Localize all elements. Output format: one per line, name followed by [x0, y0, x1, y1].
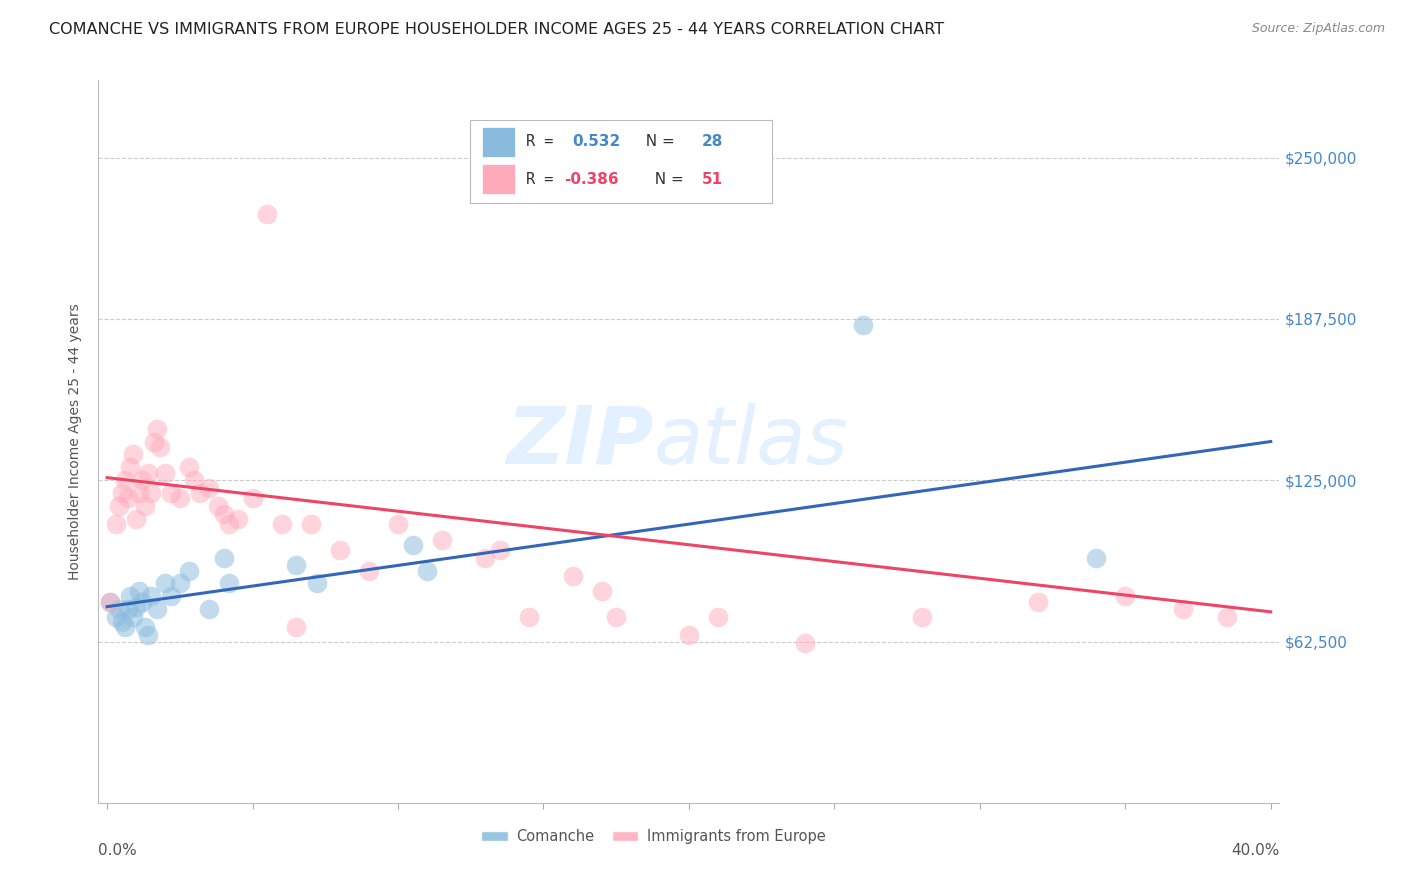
Point: [122, 610, 145, 624]
Point: [136, 466, 159, 480]
Point: [212, 507, 235, 521]
Point: [131, 473, 153, 487]
Text: atlas: atlas: [654, 402, 848, 481]
Point: [299, 517, 322, 532]
Point: [128, 584, 150, 599]
Point: [678, 628, 700, 642]
Point: [148, 440, 170, 454]
Point: [145, 422, 167, 436]
Text: -0.386: -0.386: [564, 172, 619, 186]
Point: [114, 473, 136, 487]
Text: ZIP: ZIP: [506, 402, 654, 481]
Point: [125, 599, 148, 614]
Point: [401, 538, 423, 552]
Point: [605, 610, 627, 624]
Text: N =: N =: [636, 134, 679, 149]
Point: [177, 564, 200, 578]
Point: [1216, 610, 1239, 624]
Point: [242, 491, 264, 506]
Point: [120, 460, 142, 475]
Point: [489, 542, 512, 557]
Point: [183, 473, 205, 487]
Point: [134, 620, 156, 634]
Point: [285, 558, 308, 573]
FancyBboxPatch shape: [471, 120, 772, 203]
Point: [155, 466, 177, 480]
Point: [107, 499, 129, 513]
Text: 28: 28: [702, 134, 723, 149]
Point: [188, 486, 211, 500]
Text: 51: 51: [702, 172, 723, 186]
Point: [474, 550, 496, 565]
Point: [111, 615, 134, 630]
Point: [911, 610, 934, 624]
Point: [134, 499, 156, 513]
Point: [111, 486, 134, 500]
Point: [226, 512, 249, 526]
Point: [145, 602, 167, 616]
Point: [1026, 594, 1049, 608]
Legend: Comanche, Immigrants from Europe: Comanche, Immigrants from Europe: [475, 823, 831, 850]
Point: [114, 620, 136, 634]
Point: [122, 447, 145, 461]
Point: [160, 486, 183, 500]
Point: [305, 576, 328, 591]
Point: [98, 594, 121, 608]
Text: 0.0%: 0.0%: [98, 843, 138, 857]
Point: [198, 602, 221, 616]
Text: R =: R =: [526, 172, 562, 186]
Text: 40.0%: 40.0%: [1232, 843, 1279, 857]
Point: [430, 533, 453, 547]
Text: COMANCHE VS IMMIGRANTS FROM EUROPE HOUSEHOLDER INCOME AGES 25 - 44 YEARS CORRELA: COMANCHE VS IMMIGRANTS FROM EUROPE HOUSE…: [49, 22, 945, 37]
Point: [155, 576, 177, 591]
Point: [120, 590, 142, 604]
Text: Source: ZipAtlas.com: Source: ZipAtlas.com: [1251, 22, 1385, 36]
Point: [561, 568, 583, 582]
Point: [285, 620, 308, 634]
FancyBboxPatch shape: [482, 127, 516, 157]
FancyBboxPatch shape: [482, 164, 516, 194]
Point: [1085, 550, 1108, 565]
Y-axis label: Householder Income Ages 25 - 44 years: Householder Income Ages 25 - 44 years: [69, 303, 83, 580]
Point: [160, 590, 183, 604]
Point: [218, 517, 240, 532]
Point: [104, 517, 127, 532]
Point: [128, 486, 150, 500]
Point: [218, 576, 240, 591]
Point: [117, 491, 139, 506]
Text: 0.532: 0.532: [572, 134, 620, 149]
Point: [125, 512, 148, 526]
Text: R =: R =: [526, 134, 562, 149]
Point: [256, 207, 278, 221]
Point: [131, 594, 153, 608]
Point: [98, 594, 121, 608]
Point: [416, 564, 439, 578]
Point: [169, 491, 191, 506]
Point: [177, 460, 200, 475]
Point: [212, 550, 235, 565]
Point: [142, 434, 165, 449]
Point: [517, 610, 540, 624]
Point: [1114, 590, 1136, 604]
Point: [117, 602, 139, 616]
Point: [207, 499, 229, 513]
Point: [270, 517, 292, 532]
Point: [139, 590, 162, 604]
Point: [198, 481, 221, 495]
Point: [794, 636, 817, 650]
Point: [852, 318, 875, 333]
Point: [107, 602, 129, 616]
Point: [169, 576, 191, 591]
Point: [1173, 602, 1195, 616]
Point: [136, 628, 159, 642]
Point: [329, 542, 352, 557]
Text: N =: N =: [645, 172, 689, 186]
Point: [104, 610, 127, 624]
Point: [357, 564, 380, 578]
Point: [139, 486, 162, 500]
Point: [707, 610, 730, 624]
Point: [591, 584, 613, 599]
Point: [387, 517, 409, 532]
